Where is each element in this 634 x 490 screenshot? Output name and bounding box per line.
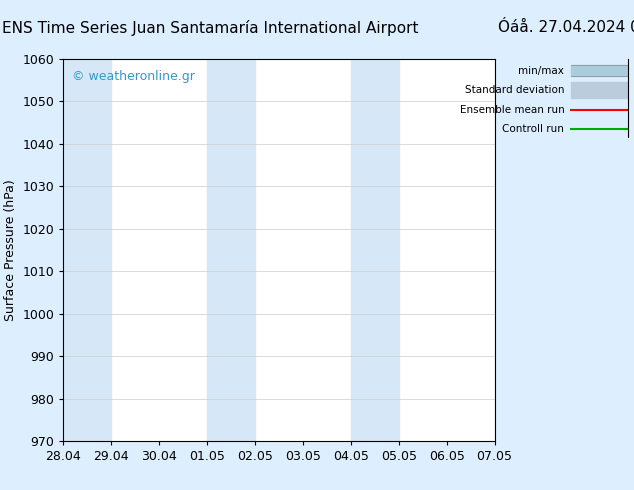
Y-axis label: Surface Pressure (hPa): Surface Pressure (hPa) <box>4 179 17 321</box>
Bar <box>351 59 399 441</box>
Bar <box>63 59 112 441</box>
Text: min/max: min/max <box>519 66 564 75</box>
Text: ENS Time Series Juan Santamaría International Airport: ENS Time Series Juan Santamaría Internat… <box>2 20 418 36</box>
Bar <box>207 59 255 441</box>
Bar <box>495 59 543 441</box>
Text: Standard deviation: Standard deviation <box>465 85 564 95</box>
Text: © weatheronline.gr: © weatheronline.gr <box>72 70 195 83</box>
Text: Ensemble mean run: Ensemble mean run <box>460 105 564 115</box>
Text: Óáå. 27.04.2024 09 UTC: Óáå. 27.04.2024 09 UTC <box>498 20 634 35</box>
Text: Controll run: Controll run <box>502 124 564 134</box>
